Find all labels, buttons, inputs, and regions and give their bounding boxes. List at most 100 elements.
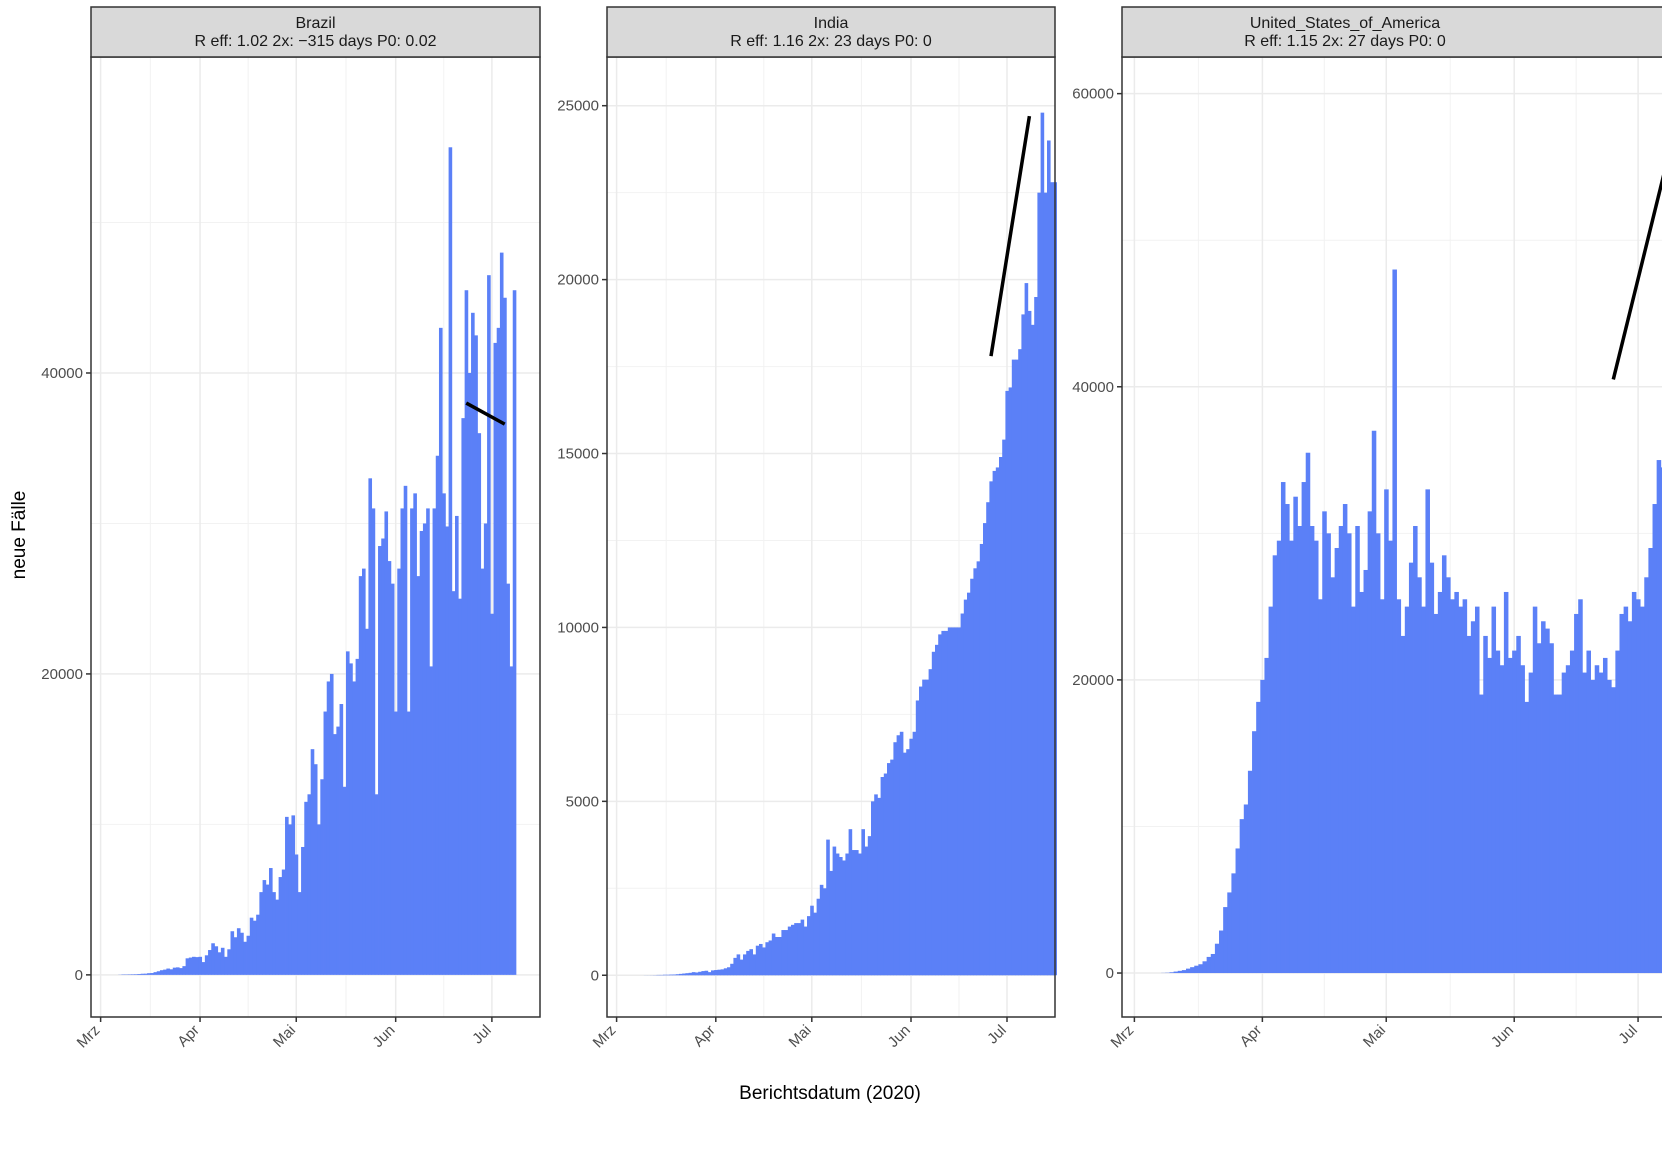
data-bar	[1499, 665, 1505, 974]
data-bar	[1615, 650, 1620, 974]
data-bar	[227, 949, 231, 975]
data-bar	[739, 959, 744, 976]
data-bar	[1644, 577, 1649, 974]
trend-line	[1611, 174, 1662, 380]
data-bar	[1590, 679, 1596, 974]
x-tick-label: Apr	[174, 1022, 203, 1051]
data-bar	[1011, 359, 1016, 976]
data-bar	[1404, 606, 1410, 974]
data-bar	[973, 568, 977, 976]
data-bar	[1347, 533, 1352, 974]
data-bar	[1417, 577, 1422, 974]
data-bar	[730, 963, 734, 976]
data-bar	[1466, 635, 1472, 974]
data-bar	[1330, 577, 1336, 974]
data-bar	[1433, 613, 1439, 974]
data-bar	[1194, 965, 1199, 974]
data-bar	[813, 912, 817, 976]
data-bar	[1446, 577, 1451, 974]
data-bar	[442, 493, 446, 975]
data-bar	[230, 931, 235, 975]
data-bar	[816, 898, 821, 976]
x-tick-label: Apr	[690, 1022, 719, 1051]
data-bar	[1557, 694, 1563, 974]
data-bar	[983, 523, 987, 976]
data-bar	[717, 969, 721, 976]
data-bar	[419, 530, 424, 975]
data-bar	[1408, 562, 1414, 974]
data-bar	[746, 950, 750, 976]
data-bar	[707, 972, 712, 976]
data-bar	[438, 327, 443, 975]
data-bar	[394, 711, 398, 975]
data-bar	[1479, 694, 1484, 974]
data-bar	[246, 935, 251, 975]
x-tick-label: Mai	[270, 1022, 299, 1051]
data-bar	[1483, 635, 1488, 974]
data-bar	[736, 954, 741, 976]
data-bar	[172, 967, 177, 975]
x-tick-label: Mrz	[590, 1022, 620, 1052]
data-bar	[803, 926, 808, 976]
y-tick-label: 10000	[557, 619, 599, 636]
data-bar	[198, 956, 203, 975]
data-bar	[839, 857, 843, 976]
data-bar	[864, 846, 869, 976]
data-bar	[387, 561, 392, 975]
data-bar	[432, 508, 437, 975]
data-bar	[669, 974, 673, 976]
data-bar	[861, 829, 865, 976]
data-bar	[893, 742, 897, 976]
data-bar	[1002, 439, 1006, 976]
y-tick-label: 15000	[557, 446, 599, 463]
data-bar	[858, 853, 862, 976]
data-bar	[787, 926, 792, 976]
data-bar	[188, 957, 193, 975]
y-tick-label: 5000	[566, 793, 599, 810]
data-bar	[1355, 526, 1360, 974]
data-bar	[883, 773, 888, 976]
data-bar	[698, 971, 702, 976]
data-bar	[1425, 489, 1430, 974]
data-bar	[867, 836, 872, 976]
data-bar	[1326, 533, 1331, 974]
data-bar	[1169, 972, 1175, 974]
data-bar	[992, 470, 997, 976]
data-bar	[733, 957, 737, 976]
data-bar	[906, 749, 910, 976]
data-bar	[1437, 591, 1443, 974]
data-bar	[1441, 555, 1447, 974]
x-tick-label: Jun	[369, 1022, 398, 1051]
x-tick-label: Jun	[885, 1022, 914, 1051]
data-bar	[1569, 650, 1575, 974]
data-bar	[887, 763, 891, 976]
data-bar	[1586, 650, 1591, 974]
data-bar	[1470, 621, 1476, 974]
data-bar	[800, 919, 805, 976]
data-bar	[791, 924, 795, 976]
data-bar	[685, 973, 689, 976]
data-bar	[691, 972, 696, 976]
data-bar	[963, 599, 968, 976]
data-bar	[999, 457, 1003, 976]
data-bar	[355, 658, 360, 975]
data-bar	[461, 418, 466, 975]
data-bar	[995, 467, 1000, 976]
data-bar	[989, 481, 993, 976]
data-bar	[1553, 694, 1558, 974]
data-bar	[400, 508, 405, 975]
data-bar	[1177, 970, 1183, 974]
data-bar	[1043, 192, 1048, 976]
data-bar	[1008, 387, 1013, 976]
y-tick-label: 0	[1106, 965, 1114, 982]
data-bar	[1594, 665, 1600, 974]
data-bar	[1429, 562, 1435, 974]
data-bar	[163, 969, 167, 975]
data-bar	[752, 954, 757, 976]
data-bar	[384, 511, 389, 975]
data-bar	[422, 523, 427, 975]
data-bar	[448, 147, 453, 975]
data-bar	[1512, 650, 1517, 974]
